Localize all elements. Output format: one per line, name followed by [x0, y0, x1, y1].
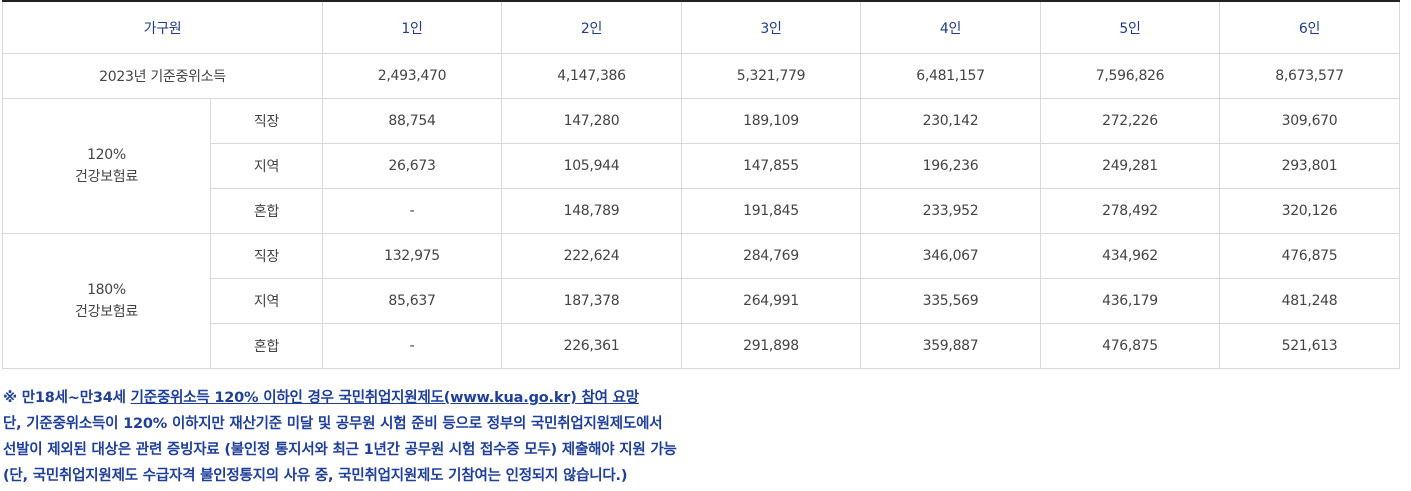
table-cell: 434,962: [1040, 233, 1220, 279]
note-line-2: 단, 기준중위소득이 120% 이하지만 재산기준 미달 및 공무원 시험 준비…: [3, 416, 663, 432]
table-cell: 191,845: [681, 188, 861, 234]
header-5p: 5인: [1040, 0, 1220, 54]
table-cell: 284,769: [681, 233, 861, 279]
note-line-1: ※ 만18세~만34세 기준중위소득 120% 이하인 경우 국민취업지원제도(…: [3, 385, 1411, 411]
group-name: 건강보험료: [75, 304, 138, 320]
median-income-row: 2023년 기준중위소득 2,493,470 4,147,386 5,321,7…: [2, 53, 1400, 99]
group-label-180: 180% 건강보험료: [2, 233, 211, 369]
table-cell: 320,126: [1219, 188, 1400, 234]
table-cell: 7,596,826: [1040, 53, 1220, 99]
table-row: 혼합 - 148,789 191,845 233,952 278,492 320…: [3, 188, 1400, 234]
income-table: 가구원 1인 2인 3인 4인 5인 6인 2023년 기준중위소득 2,493…: [2, 0, 1400, 369]
group-label-120: 120% 건강보험료: [2, 98, 211, 234]
table-row: 지역 85,637 187,378 264,991 335,569 436,17…: [3, 278, 1400, 324]
table-cell: -: [322, 188, 502, 234]
row-type: 직장: [210, 98, 323, 144]
table-row: 지역 26,673 105,944 147,855 196,236 249,28…: [3, 143, 1400, 189]
table-cell: 132,975: [322, 233, 502, 279]
header-row: 가구원 1인 2인 3인 4인 5인 6인: [2, 0, 1400, 54]
header-2p: 2인: [501, 0, 682, 54]
table-cell: 359,887: [860, 323, 1041, 369]
note-prefix: ※ 만18세~만34세: [3, 390, 131, 406]
table-cell: -: [322, 323, 502, 369]
row-label: 2023년 기준중위소득: [2, 53, 323, 99]
table-cell: 222,624: [501, 233, 682, 279]
table-row: 혼합 - 226,361 291,898 359,887 476,875 521…: [3, 323, 1400, 369]
note-line-4: (단, 국민취업지원제도 수급자격 불인정통지의 사유 중, 국민취업지원제도 …: [3, 468, 628, 484]
table-cell: 6,481,157: [860, 53, 1041, 99]
table-cell: 476,875: [1040, 323, 1220, 369]
row-type: 혼합: [210, 188, 323, 234]
table-cell: 293,801: [1219, 143, 1400, 189]
table-cell: 105,944: [501, 143, 682, 189]
table-cell: 187,378: [501, 278, 682, 324]
row-type: 혼합: [210, 323, 323, 369]
table-cell: 278,492: [1040, 188, 1220, 234]
header-3p: 3인: [681, 0, 861, 54]
table-cell: 88,754: [322, 98, 502, 144]
header-household: 가구원: [2, 0, 323, 54]
table-cell: 26,673: [322, 143, 502, 189]
table-cell: 148,789: [501, 188, 682, 234]
table-row: 180% 건강보험료 직장 132,975 222,624 284,769 34…: [2, 233, 1400, 369]
table-cell: 8,673,577: [1219, 53, 1400, 99]
table-cell: 481,248: [1219, 278, 1400, 324]
table-cell: 226,361: [501, 323, 682, 369]
table-cell: 249,281: [1040, 143, 1220, 189]
group-pct: 180%: [87, 282, 126, 298]
table-cell: 2,493,470: [322, 53, 502, 99]
header-6p: 6인: [1219, 0, 1400, 54]
table-cell: 230,142: [860, 98, 1041, 144]
header-4p: 4인: [860, 0, 1041, 54]
header-1p: 1인: [322, 0, 502, 54]
group-pct: 120%: [87, 147, 126, 163]
table-cell: 5,321,779: [681, 53, 861, 99]
table-row: 120% 건강보험료 직장 88,754 147,280 189,109 230…: [2, 98, 1400, 234]
table-cell: 147,855: [681, 143, 861, 189]
table-cell: 264,991: [681, 278, 861, 324]
note-line-3: 선발이 제외된 대상은 관련 증빙자료 (불인정 통지서와 최근 1년간 공무원…: [3, 442, 677, 458]
table-cell: 85,637: [322, 278, 502, 324]
row-type: 지역: [210, 143, 323, 189]
notes-block: ※ 만18세~만34세 기준중위소득 120% 이하인 경우 국민취업지원제도(…: [3, 385, 1411, 489]
table-cell: 291,898: [681, 323, 861, 369]
table-cell: 272,226: [1040, 98, 1220, 144]
table-cell: 346,067: [860, 233, 1041, 279]
row-type: 직장: [210, 233, 323, 279]
table-cell: 147,280: [501, 98, 682, 144]
table-cell: 436,179: [1040, 278, 1220, 324]
row-type: 지역: [210, 278, 323, 324]
table-cell: 309,670: [1219, 98, 1400, 144]
table-cell: 335,569: [860, 278, 1041, 324]
table-cell: 521,613: [1219, 323, 1400, 369]
table-cell: 233,952: [860, 188, 1041, 234]
table-cell: 189,109: [681, 98, 861, 144]
group-name: 건강보험료: [75, 169, 138, 185]
table-cell: 4,147,386: [501, 53, 682, 99]
table-cell: 476,875: [1219, 233, 1400, 279]
kua-link[interactable]: 기준중위소득 120% 이하인 경우 국민취업지원제도(www.kua.go.k…: [130, 390, 639, 406]
table-cell: 196,236: [860, 143, 1041, 189]
